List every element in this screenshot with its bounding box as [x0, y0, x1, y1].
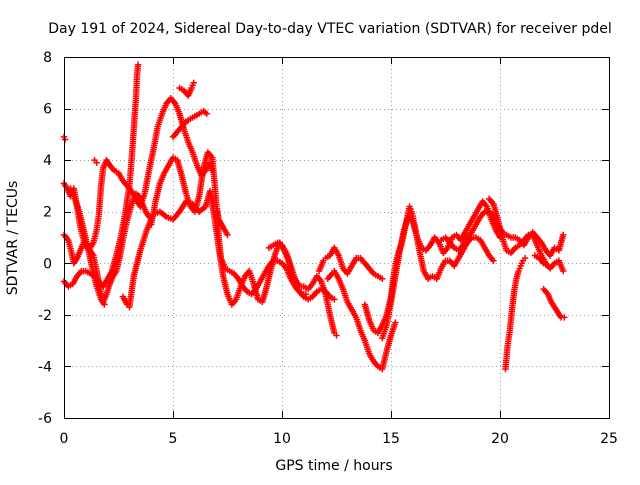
y-tick-label: -2	[38, 308, 52, 324]
data-point-marker	[224, 231, 231, 239]
x-tick-label: 10	[273, 431, 291, 447]
y-tick-label: 6	[43, 102, 52, 118]
y-tick-label: 4	[43, 153, 52, 169]
series-track-8	[169, 107, 210, 141]
y-tick-label: 0	[43, 256, 52, 272]
data-point-marker	[61, 136, 69, 143]
y-axis-title: SDTVAR / TECUs	[5, 181, 21, 296]
y-tick-label: 2	[43, 205, 52, 221]
series-track-19	[502, 254, 529, 373]
series-track-18	[485, 195, 567, 275]
series-track-12	[265, 239, 340, 339]
x-tick-label: 15	[382, 431, 400, 447]
data-point-marker	[134, 61, 142, 68]
data-point-marker	[101, 301, 108, 308]
data-point-marker	[561, 314, 568, 321]
y-tick-label: -4	[38, 359, 52, 375]
series-track-14	[324, 267, 399, 373]
x-tick-label: 5	[169, 431, 178, 447]
y-tick-label: 8	[43, 50, 52, 66]
data-point-marker	[333, 332, 340, 339]
data-point-marker	[490, 257, 497, 264]
axis-ticks	[64, 57, 610, 419]
data-point-marker	[392, 319, 399, 326]
x-tick-label: 25	[600, 431, 618, 447]
data-point-marker	[544, 262, 552, 270]
series-track-6	[91, 156, 100, 166]
data-point-marker	[93, 159, 100, 166]
series-track-21	[540, 285, 568, 321]
data-point-marker	[560, 267, 567, 275]
data-point-marker	[379, 275, 386, 282]
x-axis-title: GPS time / hours	[275, 458, 392, 474]
x-tick-label: 20	[491, 431, 509, 447]
data-point-marker	[331, 296, 338, 303]
data-point-marker	[521, 254, 529, 262]
data-point-marker	[203, 110, 210, 117]
x-tick-label: 0	[60, 431, 69, 447]
y-tick-labels: -6 -4 -2 0 2 4 6 8	[38, 50, 52, 427]
x-tick-labels: 0 5 10 15 20 25	[60, 431, 618, 447]
series-track-5	[67, 185, 108, 308]
chart-title: Day 191 of 2024, Sidereal Day-to-day VTE…	[48, 21, 612, 37]
series-track-13	[315, 244, 386, 282]
data-point-marker	[560, 231, 567, 239]
series-track-20	[531, 252, 552, 270]
grid	[64, 57, 609, 418]
plot-frame	[64, 57, 610, 419]
series-track-10	[176, 79, 197, 99]
series-track-11	[213, 208, 338, 303]
data-points	[60, 61, 568, 373]
data-point-marker	[190, 79, 197, 86]
y-tick-label: -6	[38, 411, 52, 427]
